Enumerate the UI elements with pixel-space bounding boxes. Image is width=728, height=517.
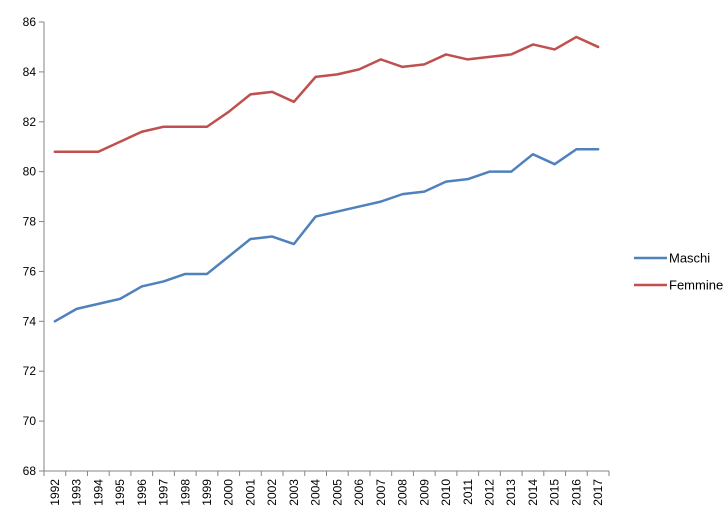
y-tick-label: 84 <box>23 65 37 79</box>
y-tick-label: 80 <box>23 165 37 179</box>
x-tick-label: 2012 <box>482 479 496 506</box>
legend-label-femmine: Femmine <box>669 278 723 293</box>
x-tick-label: 2001 <box>243 479 257 506</box>
x-tick-label: 2014 <box>526 479 540 506</box>
x-axis-ticks: 1992 1993 1994 1995 1996 1997 1998 1999 2000 2001… <box>43 471 610 506</box>
x-tick-label: 2000 <box>222 479 236 506</box>
y-tick-label: 82 <box>23 115 37 129</box>
legend-label-maschi: Maschi <box>669 251 710 266</box>
x-tick-label: 2007 <box>374 479 388 506</box>
x-tick-label: 2006 <box>352 479 366 506</box>
y-tick-label: 76 <box>23 264 37 278</box>
x-tick-label: 2009 <box>417 479 431 506</box>
x-tick-label: 1998 <box>178 479 192 506</box>
x-tick-label: 1992 <box>48 479 62 506</box>
y-tick-label: 72 <box>23 364 37 378</box>
x-tick-label: 1994 <box>91 479 105 506</box>
x-tick-label: 2005 <box>330 479 344 506</box>
x-tick-label: 2008 <box>396 479 410 506</box>
x-tick-label: 2017 <box>591 479 605 506</box>
x-tick-label: 2015 <box>548 479 562 506</box>
y-axis-ticks: 68 70 72 74 76 78 80 82 84 86 <box>23 15 44 478</box>
y-tick-label: 86 <box>23 15 37 29</box>
x-tick-label: 2011 <box>461 479 475 505</box>
y-tick-label: 78 <box>23 215 37 229</box>
x-tick-label: 2003 <box>287 479 301 506</box>
y-tick-label: 68 <box>23 464 37 478</box>
x-tick-label: 1996 <box>135 479 149 506</box>
x-tick-label: 2013 <box>504 479 518 506</box>
x-tick-label: 2010 <box>439 479 453 506</box>
x-tick-label: 2016 <box>569 479 583 506</box>
x-tick-label: 1997 <box>157 479 171 506</box>
x-tick-label: 1995 <box>113 479 127 506</box>
y-tick-label: 70 <box>23 414 37 428</box>
series-line-maschi <box>53 147 600 323</box>
x-tick-label: 2004 <box>309 479 323 506</box>
x-tick-label: 1999 <box>200 479 214 506</box>
chart-axes <box>43 22 609 472</box>
x-tick-label: 1993 <box>70 479 84 506</box>
y-tick-label: 74 <box>23 314 37 328</box>
chart-series <box>53 35 600 323</box>
x-tick-label: 2002 <box>265 479 279 506</box>
series-line-femmine <box>53 35 600 153</box>
chart-legend: Maschi Femmine <box>634 251 723 293</box>
